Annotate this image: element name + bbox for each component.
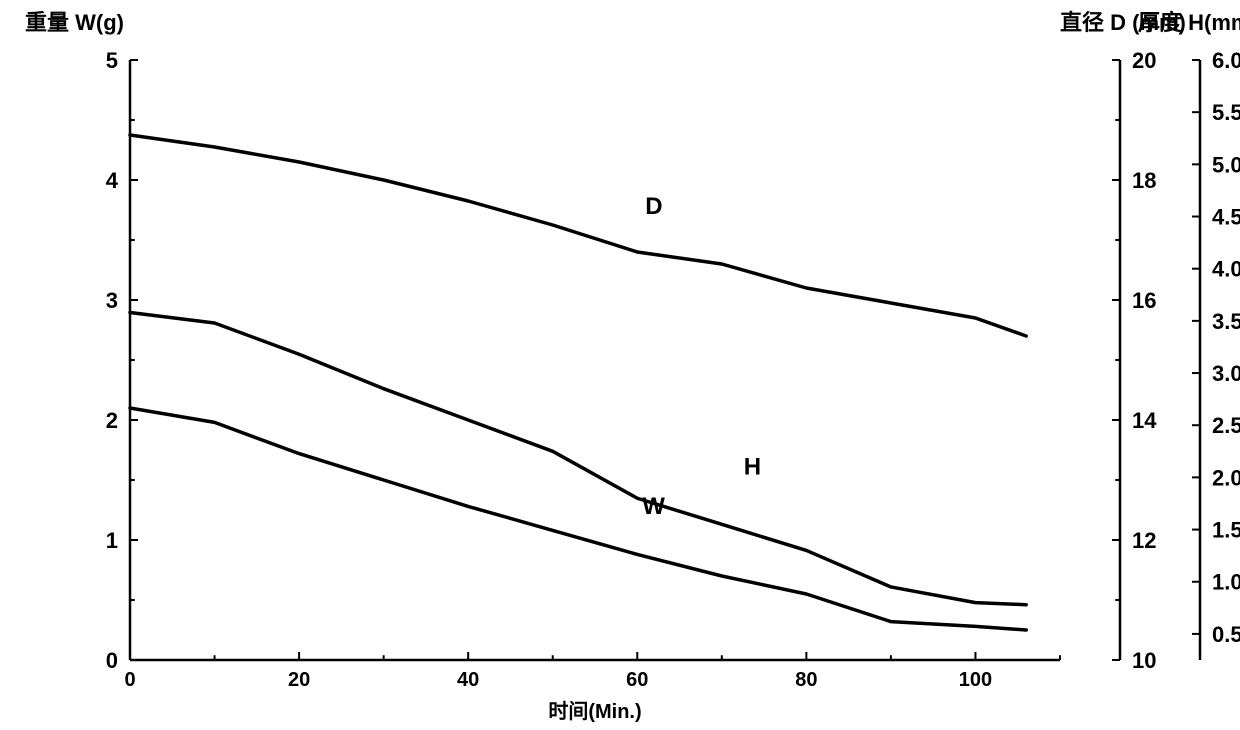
svg-text:4: 4 <box>106 168 119 193</box>
svg-text:60: 60 <box>626 669 648 691</box>
svg-text:16: 16 <box>1132 288 1156 313</box>
svg-text:3.5: 3.5 <box>1212 309 1240 334</box>
svg-text:5.0: 5.0 <box>1212 152 1240 177</box>
series-label-D: D <box>645 193 662 220</box>
svg-text:2.5: 2.5 <box>1212 413 1240 438</box>
svg-text:100: 100 <box>959 669 992 691</box>
series-label-W: W <box>642 493 665 520</box>
svg-text:2: 2 <box>106 408 118 433</box>
svg-text:3.0: 3.0 <box>1212 361 1240 386</box>
svg-text:2.0: 2.0 <box>1212 465 1240 490</box>
series-label-H: H <box>744 454 761 481</box>
svg-text:0: 0 <box>124 669 135 691</box>
svg-text:1.5: 1.5 <box>1212 518 1240 543</box>
svg-text:5: 5 <box>106 48 118 73</box>
svg-text:20: 20 <box>288 669 310 691</box>
svg-text:3: 3 <box>106 288 118 313</box>
svg-text:20: 20 <box>1132 48 1156 73</box>
svg-text:5.5: 5.5 <box>1212 100 1240 125</box>
svg-text:14: 14 <box>1132 408 1157 433</box>
svg-text:4.0: 4.0 <box>1212 257 1240 282</box>
svg-text:6.0: 6.0 <box>1212 48 1240 73</box>
svg-text:4.5: 4.5 <box>1212 205 1240 230</box>
svg-text:40: 40 <box>457 669 479 691</box>
svg-text:时间(Min.): 时间(Min.) <box>548 700 641 723</box>
svg-text:厚度 H(mm): 厚度 H(mm) <box>1138 10 1240 35</box>
svg-text:重量 W(g): 重量 W(g) <box>25 10 124 35</box>
svg-text:0.5: 0.5 <box>1212 622 1240 647</box>
svg-text:80: 80 <box>795 669 817 691</box>
svg-text:10: 10 <box>1132 648 1156 673</box>
svg-text:1.0: 1.0 <box>1212 570 1240 595</box>
svg-text:18: 18 <box>1132 168 1156 193</box>
svg-text:0: 0 <box>106 648 118 673</box>
svg-text:12: 12 <box>1132 528 1156 553</box>
multi-axis-line-chart: 020406080100时间(Min.)012345重量 W(g)1012141… <box>0 0 1240 730</box>
svg-text:1: 1 <box>106 528 118 553</box>
